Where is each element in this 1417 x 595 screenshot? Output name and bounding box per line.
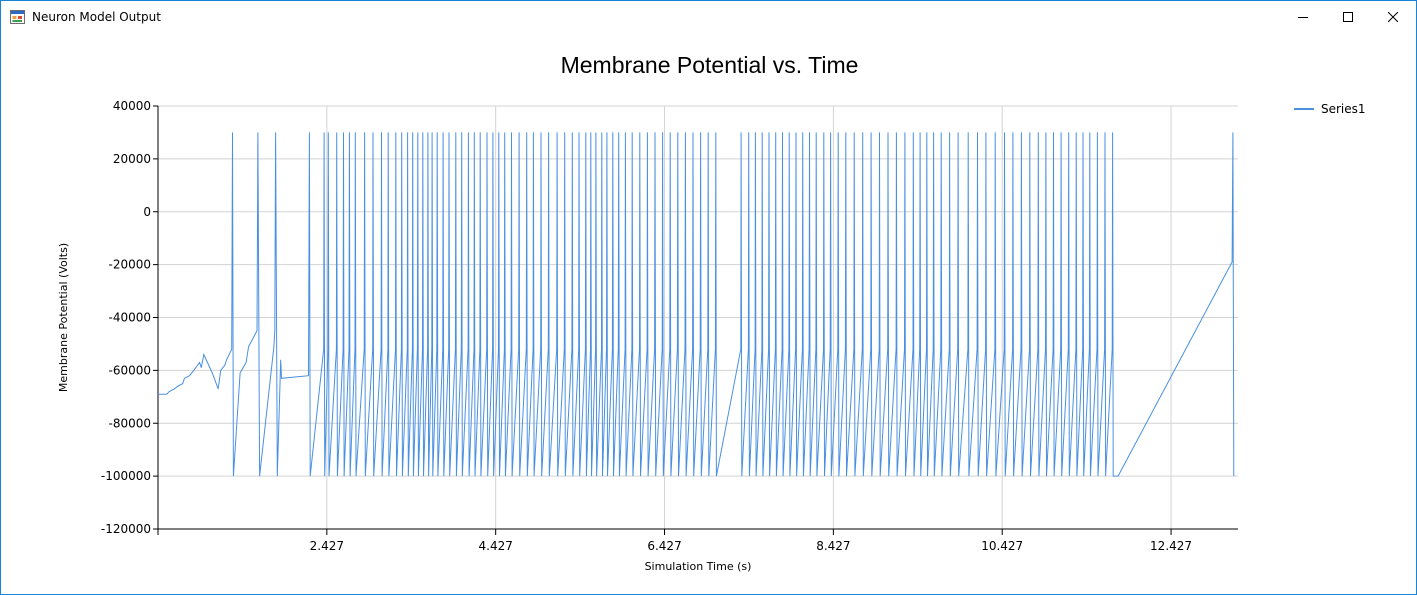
legend: Series1	[1294, 101, 1366, 117]
y-tick-label: -60000	[108, 363, 151, 377]
x-tick-label: 2.427	[310, 539, 344, 553]
y-axis-title: Membrane Potential (Volts)	[57, 243, 70, 392]
y-tick-label: 20000	[113, 152, 151, 166]
x-axis-title: Simulation Time (s)	[645, 560, 752, 573]
maximize-icon	[1342, 11, 1353, 22]
close-icon	[1387, 11, 1398, 22]
x-tick-label: 12.427	[1150, 539, 1192, 553]
minimize-button[interactable]	[1280, 1, 1325, 32]
x-tick-label: 10.427	[981, 539, 1023, 553]
series-line	[158, 132, 1235, 477]
x-tick-label: 8.427	[816, 539, 850, 553]
chart-title: Membrane Potential vs. Time	[560, 52, 859, 78]
y-tick-label: -20000	[108, 258, 151, 272]
axes	[153, 105, 1238, 535]
title-bar[interactable]: Neuron Model Output	[1, 1, 1416, 32]
x-tick-label: 6.427	[647, 539, 681, 553]
window-title: Neuron Model Output	[32, 10, 161, 24]
minimize-icon	[1297, 16, 1308, 18]
x-tick-label: 4.427	[479, 539, 513, 553]
y-tick-label: -40000	[108, 311, 151, 325]
tick-labels: 40000 20000 0 -20000 -40000 -60000 -80000 -1000…	[101, 99, 1192, 553]
y-tick-label: -100000	[101, 469, 151, 483]
app-window-icon	[10, 10, 25, 24]
y-tick-label: 40000	[113, 99, 151, 113]
y-tick-label: -80000	[108, 416, 151, 430]
close-button[interactable]	[1370, 1, 1415, 32]
y-tick-label: -120000	[101, 522, 151, 536]
legend-swatch	[1294, 108, 1314, 110]
y-tick-label: 0	[143, 205, 151, 219]
maximize-button[interactable]	[1325, 1, 1370, 32]
legend-label: Series1	[1321, 102, 1366, 116]
series-layer	[158, 132, 1235, 477]
